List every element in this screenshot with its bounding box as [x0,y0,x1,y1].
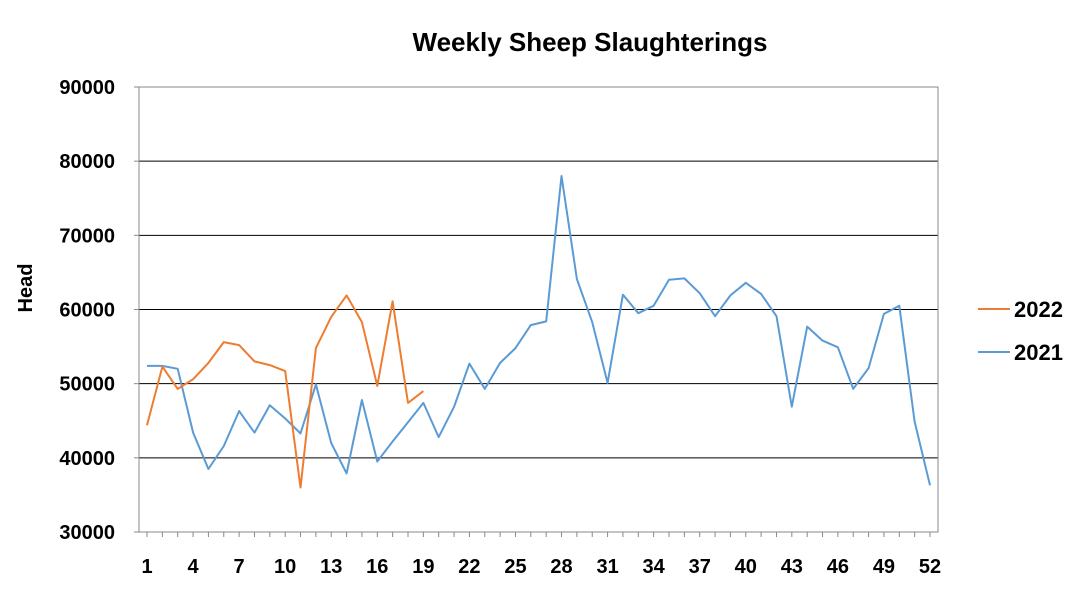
y-tick-label: 80000 [59,151,115,173]
y-tick-label: 30000 [59,522,115,544]
legend-label-2021: 2021 [1014,340,1063,365]
x-tick-label: 7 [234,556,245,578]
x-tick-label: 49 [873,556,895,578]
x-tick-label: 16 [366,556,388,578]
y-tick-label: 60000 [59,300,115,322]
plot-area: 30000 40000 50000 60000 70000 80000 90000 1 4 7 10… [59,77,941,578]
x-tick-label: 37 [689,556,711,578]
legend-label-2022: 2022 [1014,297,1063,322]
x-tick-label: 4 [187,556,199,578]
x-tick-label: 34 [643,556,666,578]
x-tick-label: 10 [274,556,296,578]
x-tick-label: 52 [919,556,941,578]
x-tick-label: 1 [141,556,152,578]
x-tick-label: 25 [504,556,526,578]
chart-title: Weekly Sheep Slaughterings [413,27,768,57]
x-tick-label: 43 [781,556,803,578]
x-tick-label: 46 [827,556,849,578]
y-tick-label: 50000 [59,374,115,396]
y-tick-label: 90000 [59,77,115,99]
x-tick-label: 40 [735,556,757,578]
x-tick-label: 13 [320,556,342,578]
series-line-2022 [146,294,425,489]
legend: 2022 2021 [978,297,1063,365]
y-tick-label: 70000 [59,225,115,247]
x-tick-label: 31 [596,556,618,578]
y-tick-label: 40000 [59,448,115,470]
plot-border [138,86,939,533]
series-line-2021 [147,175,931,486]
x-tick-label: 22 [458,556,480,578]
y-axis-label: Head [15,264,37,313]
x-tick-label: 19 [412,556,434,578]
x-tick-label: 28 [550,556,572,578]
